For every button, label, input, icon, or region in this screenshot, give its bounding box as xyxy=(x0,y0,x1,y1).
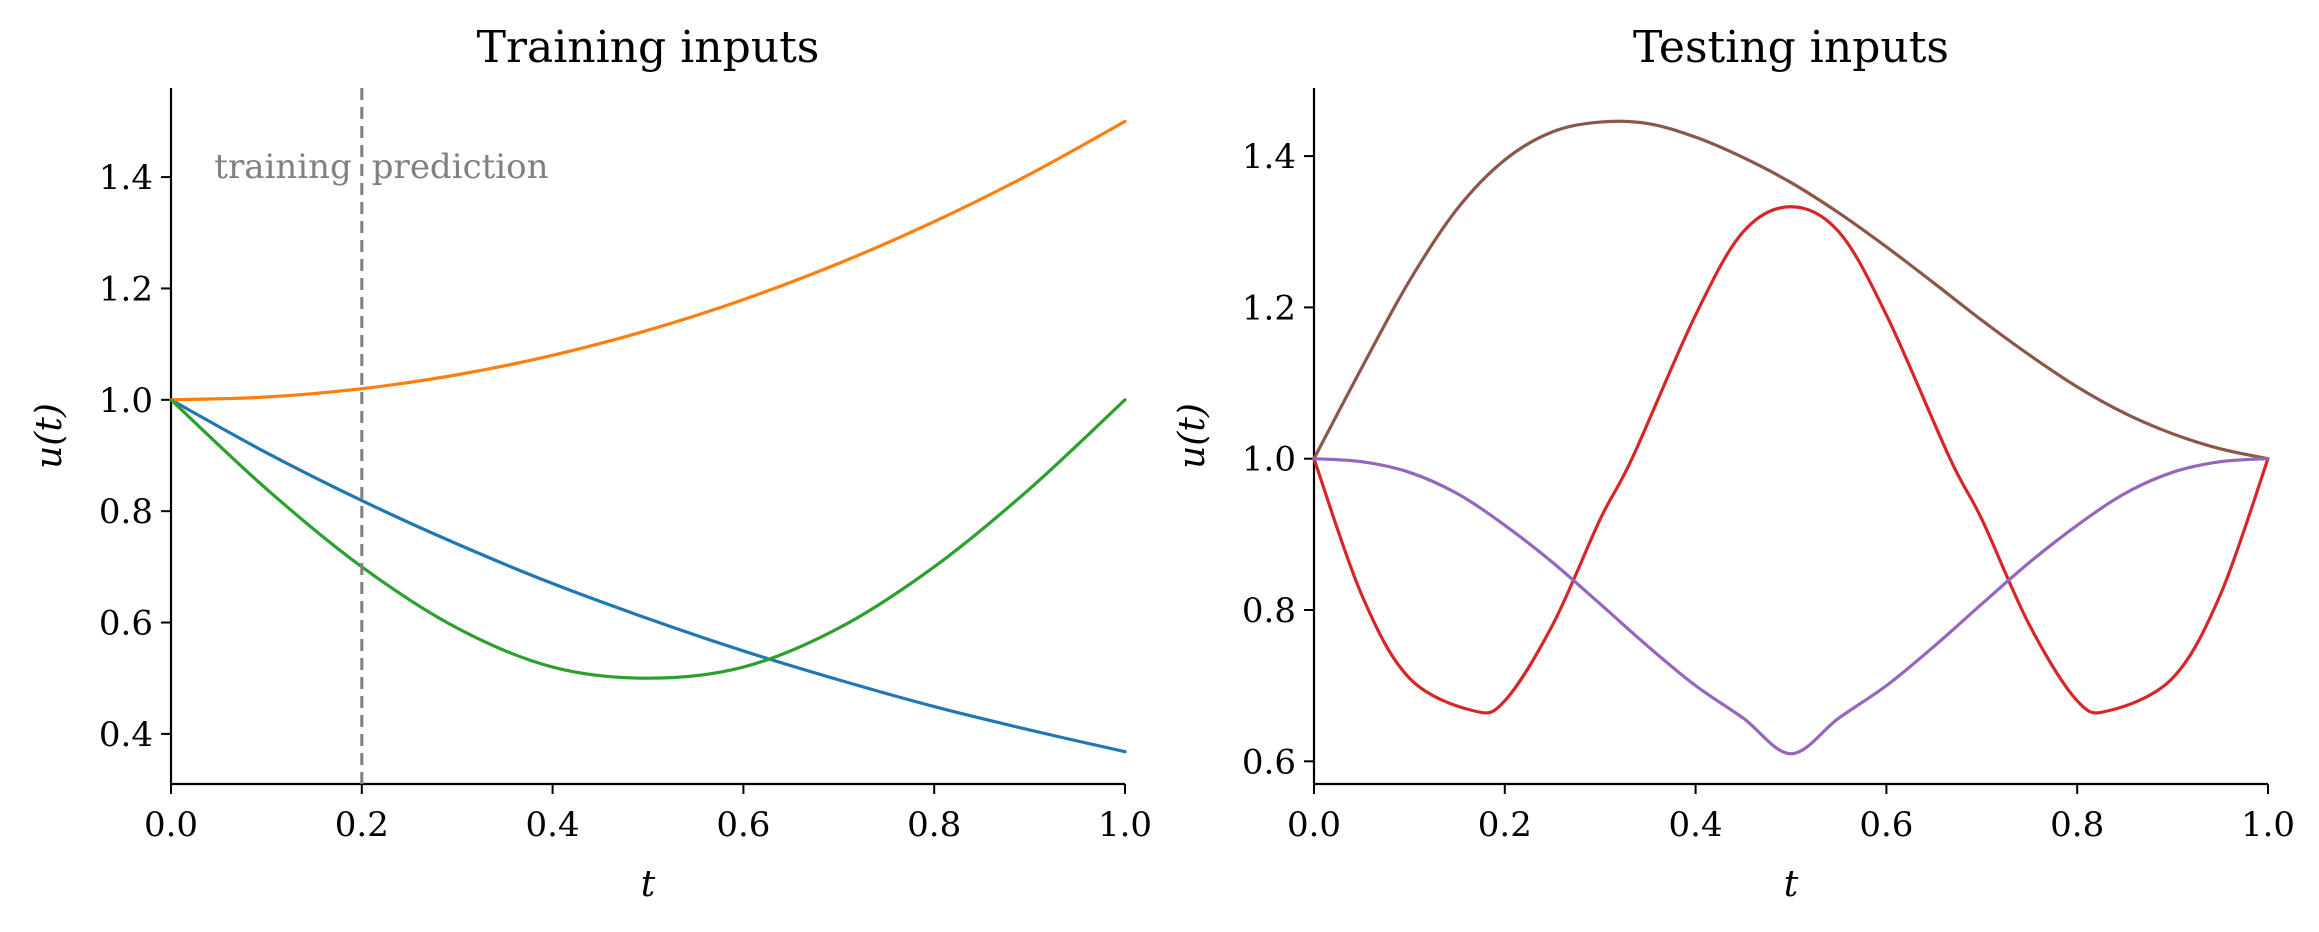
y-tick-label: 1.4 xyxy=(99,158,153,198)
y-tick-label: 0.4 xyxy=(99,715,153,755)
y-tick-label: 1.0 xyxy=(99,381,153,421)
y-axis-label: u(t) xyxy=(1172,403,1213,469)
x-tick-label: 0.6 xyxy=(1859,805,1913,845)
y-tick-label: 0.8 xyxy=(1242,591,1296,631)
y-tick-label: 1.2 xyxy=(1242,288,1296,328)
y-tick-label: 0.6 xyxy=(1242,742,1296,782)
x-tick-label: 0.0 xyxy=(144,805,198,845)
x-tick-label: 0.2 xyxy=(1478,805,1532,845)
x-tick-label: 0.0 xyxy=(1287,805,1341,845)
panel-testing: Testing inputs 0.0 0.2 0.4 0.6 0.8 1.0 0.6 0.8 1.… xyxy=(1172,22,2295,905)
x-axis-label: t xyxy=(641,864,656,905)
x-tick-label: 0.4 xyxy=(1669,805,1723,845)
annotation-prediction: prediction xyxy=(372,147,549,187)
chart-title: Training inputs xyxy=(477,22,820,73)
y-axis-label: u(t) xyxy=(29,403,70,469)
x-tick-label: 0.8 xyxy=(2050,805,2104,845)
x-tick-label: 1.0 xyxy=(1098,805,1152,845)
x-tick-label: 0.8 xyxy=(907,805,961,845)
series-line-1 xyxy=(1312,119,2270,461)
panel-training: Training inputs 0.0 0.2 0.4 0.6 0.8 1.0 0.4 0.6 0… xyxy=(29,22,1152,905)
y-tick-label: 1.2 xyxy=(99,269,153,309)
series-line-3 xyxy=(1312,457,2270,756)
x-tick-label: 0.2 xyxy=(335,805,389,845)
series-line-2 xyxy=(1312,205,2270,715)
y-tick-label: 0.8 xyxy=(99,492,153,532)
x-axis-label: t xyxy=(1784,864,1799,905)
x-tick-label: 1.0 xyxy=(2241,805,2295,845)
series-line-1 xyxy=(169,398,1127,754)
annotation-training: training xyxy=(214,147,352,187)
y-tick-label: 1.0 xyxy=(1242,440,1296,480)
series-line-2 xyxy=(169,119,1127,402)
x-tick-label: 0.6 xyxy=(716,805,770,845)
series-line-3 xyxy=(169,398,1127,680)
y-tick-label: 1.4 xyxy=(1242,137,1296,177)
chart-title: Testing inputs xyxy=(1633,22,1949,73)
x-tick-label: 0.4 xyxy=(526,805,580,845)
y-tick-label: 0.6 xyxy=(99,604,153,644)
